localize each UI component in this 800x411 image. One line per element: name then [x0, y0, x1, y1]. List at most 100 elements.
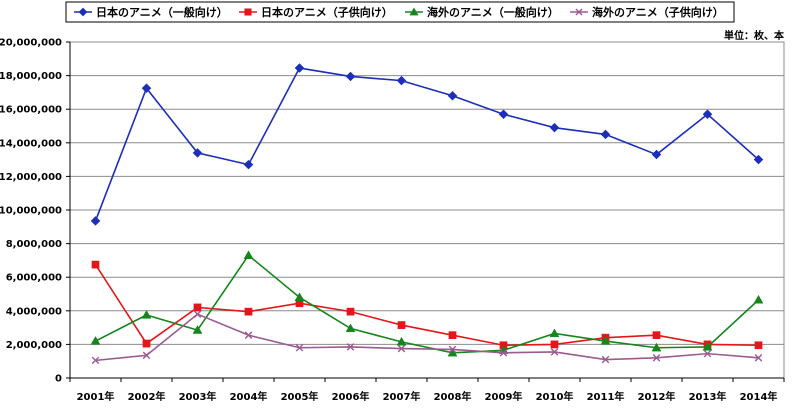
data-point [397, 321, 406, 329]
x-marker-stroke [91, 356, 100, 365]
data-point [243, 159, 254, 170]
legend-item-4: 海外のアニメ（子供向け） [570, 5, 724, 19]
data-point [600, 129, 611, 140]
y-tick-label: 12,000,000 [0, 172, 62, 183]
legend-label: 日本のアニメ（一般向け） [96, 5, 228, 19]
data-point [141, 83, 152, 94]
x-tick-label: 2005年 [281, 390, 319, 403]
data-point [192, 148, 203, 158]
data-point [244, 331, 253, 339]
data-point [345, 71, 356, 82]
data-point [142, 351, 151, 360]
x-marker-stroke [295, 343, 304, 352]
data-point [192, 325, 203, 334]
y-tick-label: 0 [55, 374, 62, 385]
series-line [94, 264, 759, 347]
y-tick-label: 8,000,000 [6, 239, 62, 250]
data-point [601, 355, 610, 364]
data-point [294, 292, 305, 301]
x-tick-label: 2008年 [434, 390, 472, 403]
x-tick-label: 2014年 [740, 390, 778, 403]
data-point [193, 310, 202, 318]
data-point [91, 260, 100, 269]
x-tick-label: 2006年 [332, 390, 370, 403]
data-point [295, 343, 304, 352]
data-point [499, 349, 508, 357]
x-tick-label: 2013年 [689, 390, 727, 403]
legend-label: 日本のアニメ（子供向け） [261, 5, 393, 19]
x-marker-stroke [703, 349, 712, 358]
data-point [754, 341, 763, 350]
data-point [91, 356, 100, 365]
data-point [498, 109, 509, 120]
data-point [345, 323, 356, 333]
legend-marker [575, 8, 583, 16]
legend-label: 海外のアニメ（子供向け） [592, 5, 724, 19]
legend-item-2: 日本のアニメ（子供向け） [239, 5, 393, 19]
legend-box [65, 1, 735, 23]
data-point [550, 340, 559, 349]
data-point [90, 216, 101, 226]
y-tick-label: 2,000,000 [6, 340, 62, 351]
data-point [397, 344, 406, 353]
x-tick-label: 2003年 [179, 390, 217, 403]
data-point [754, 354, 763, 362]
x-tick-label: 2010年 [536, 390, 574, 403]
data-point [702, 109, 713, 120]
series-line [95, 313, 759, 362]
data-point [549, 328, 560, 338]
x-marker-stroke [397, 344, 406, 353]
data-point [396, 336, 407, 346]
y-tick-label: 16,000,000 [0, 105, 62, 116]
x-marker-stroke [448, 345, 457, 354]
series-line [94, 67, 760, 222]
x-marker-stroke [754, 354, 763, 362]
data-point [396, 75, 407, 86]
x-marker-stroke [550, 348, 559, 356]
unit-label: 単位：枚、本 [724, 29, 785, 42]
series-3 [90, 250, 764, 357]
x-tick-label: 2002年 [128, 390, 166, 403]
y-tick-label: 10,000,000 [0, 206, 62, 217]
y-tick-label: 20,000,000 [0, 38, 62, 49]
data-point [244, 307, 253, 316]
data-point [448, 345, 457, 354]
series-2 [91, 260, 763, 350]
y-tick-label: 18,000,000 [0, 71, 62, 82]
plot-area: 0 2,000,000 4,000,000 6,000,000 8,000,000 10,… [0, 38, 785, 403]
x-marker-stroke [575, 8, 583, 16]
data-point [193, 303, 202, 312]
x-tick-label: 2011年 [587, 390, 625, 403]
series-4 [91, 310, 763, 365]
y-tick-label: 14,000,000 [0, 138, 62, 149]
data-point [549, 122, 560, 133]
x-marker-stroke [244, 331, 253, 339]
legend-marker [78, 7, 88, 17]
data-point [243, 250, 254, 259]
x-marker-stroke [193, 310, 202, 318]
x-tick-label: 2001年 [77, 390, 115, 403]
legend-item-3: 海外のアニメ（一般向け） [405, 5, 559, 19]
data-point [448, 331, 457, 340]
legend-item-1: 日本のアニメ（一般向け） [74, 5, 228, 19]
data-point [651, 149, 662, 160]
data-point [753, 154, 764, 165]
data-point [447, 90, 458, 101]
data-point [90, 336, 101, 345]
data-point [346, 343, 355, 351]
data-point [294, 63, 305, 73]
data-point [703, 349, 712, 358]
data-point [651, 342, 662, 352]
legend-marker [244, 8, 252, 16]
data-point [142, 339, 151, 348]
data-point [141, 309, 152, 319]
series-1 [90, 63, 764, 226]
data-point [600, 336, 611, 345]
y-tick-label: 4,000,000 [6, 306, 62, 317]
x-marker-stroke [142, 351, 151, 360]
x-marker-stroke [652, 354, 661, 362]
data-point [702, 341, 713, 351]
x-marker-stroke [499, 349, 508, 357]
